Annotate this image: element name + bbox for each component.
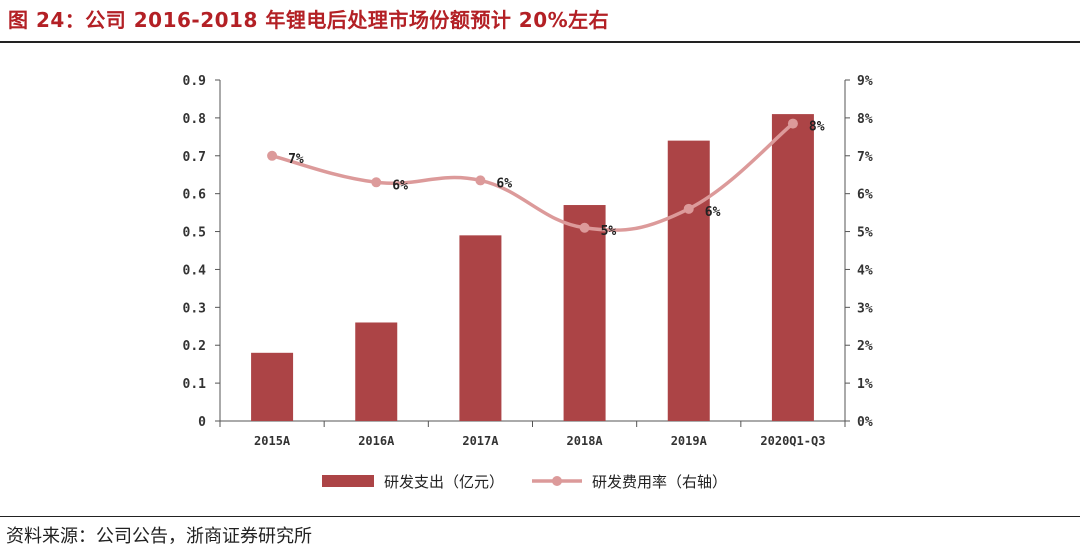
line-point-rd-ratio bbox=[683, 203, 694, 214]
left-tick-label: 0.1 bbox=[183, 377, 207, 392]
left-tick-label: 0 bbox=[198, 415, 206, 430]
left-tick-label: 0.8 bbox=[183, 112, 207, 127]
left-tick-label: 0.7 bbox=[183, 150, 206, 165]
right-tick-label: 1% bbox=[857, 377, 873, 392]
x-tick-label: 2015A bbox=[254, 434, 291, 448]
right-tick-label: 7% bbox=[857, 150, 873, 165]
legend-label-bar: 研发支出（亿元） bbox=[384, 473, 504, 491]
bar-rd-expense bbox=[667, 140, 710, 421]
right-tick-label: 3% bbox=[857, 301, 873, 316]
bar-rd-expense bbox=[563, 205, 606, 421]
legend-swatch-line-marker bbox=[552, 476, 562, 486]
line-point-rd-ratio bbox=[579, 222, 590, 233]
line-rd-ratio bbox=[270, 121, 795, 232]
right-tick-label: 6% bbox=[857, 188, 873, 203]
line-point-rd-ratio bbox=[475, 175, 486, 186]
x-tick-label: 2019A bbox=[671, 434, 708, 448]
data-label-rd-ratio: 6% bbox=[496, 176, 512, 191]
combo-chart: 0 0.1 0.2 0.3 0.4 0.5 0.6 0.7 0.8 0.9 0% 1% 2% 3% 4% 5%… bbox=[183, 74, 873, 491]
source-note: 资料来源：公司公告，浙商证券研究所 bbox=[6, 526, 312, 547]
x-tick-label: 2017A bbox=[462, 434, 499, 448]
x-tick-label: 2020Q1-Q3 bbox=[760, 434, 825, 448]
left-tick-label: 0.5 bbox=[183, 226, 206, 241]
x-tick-label: 2018A bbox=[567, 434, 604, 448]
figure-title: 图 24：公司 2016-2018 年锂电后处理市场份额预计 20%左右 bbox=[8, 8, 610, 32]
bar-rd-expense bbox=[251, 352, 294, 421]
line-point-rd-ratio bbox=[371, 177, 382, 188]
line-point-rd-ratio bbox=[267, 150, 278, 161]
left-tick-label: 0.3 bbox=[183, 301, 206, 316]
data-label-rd-ratio: 5% bbox=[601, 224, 617, 239]
title-divider bbox=[0, 41, 1080, 43]
right-tick-label: 9% bbox=[857, 74, 873, 89]
footer-divider bbox=[0, 516, 1080, 517]
left-tick-label: 0.2 bbox=[183, 339, 206, 354]
left-tick-label: 0.9 bbox=[183, 74, 206, 89]
right-tick-label: 5% bbox=[857, 226, 873, 241]
bar-rd-expense bbox=[459, 235, 502, 421]
left-tick-label: 0.4 bbox=[183, 263, 207, 278]
right-tick-label: 0% bbox=[857, 415, 873, 430]
data-label-rd-ratio: 7% bbox=[288, 152, 304, 167]
legend-swatch-bar bbox=[322, 475, 374, 487]
bar-rd-expense bbox=[771, 114, 814, 421]
line-point-rd-ratio bbox=[787, 118, 798, 129]
bar-rd-expense bbox=[355, 322, 398, 421]
right-tick-label: 8% bbox=[857, 112, 873, 127]
right-tick-label: 2% bbox=[857, 339, 873, 354]
legend-label-line: 研发费用率（右轴） bbox=[592, 473, 727, 491]
data-label-rd-ratio: 8% bbox=[809, 120, 825, 135]
right-tick-label: 4% bbox=[857, 263, 873, 278]
x-tick-label: 2016A bbox=[358, 434, 395, 448]
left-tick-label: 0.6 bbox=[183, 188, 207, 203]
data-label-rd-ratio: 6% bbox=[392, 178, 408, 193]
data-label-rd-ratio: 6% bbox=[705, 205, 721, 220]
